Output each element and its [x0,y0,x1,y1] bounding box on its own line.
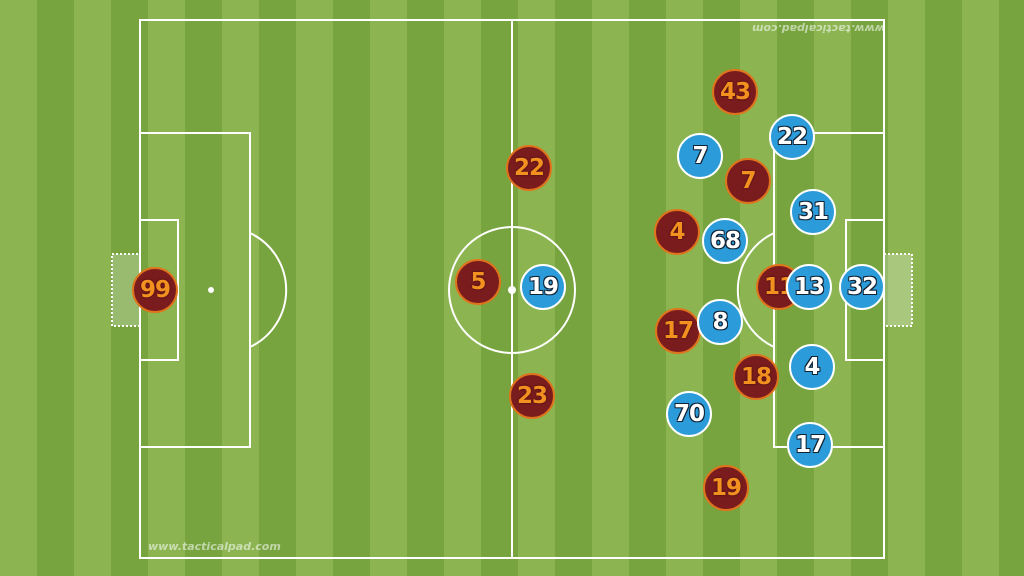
player-blue[interactable]: 68 [702,218,748,264]
player-red[interactable]: 7 [725,158,771,204]
player-red[interactable]: 5 [455,259,501,305]
player-blue[interactable]: 17 [787,422,833,468]
player-blue[interactable]: 4 [789,344,835,390]
player-red[interactable]: 4 [654,209,700,255]
player-blue[interactable]: 19 [520,264,566,310]
player-red[interactable]: 17 [655,308,701,354]
watermark-top: www.tacticalpad.com [752,22,885,35]
player-red[interactable]: 99 [132,267,178,313]
player-blue[interactable]: 13 [786,264,832,310]
player-blue[interactable]: 7 [677,133,723,179]
player-blue[interactable]: 22 [769,114,815,160]
watermark-bottom: www.tacticalpad.com [148,540,281,553]
player-blue[interactable]: 70 [666,391,712,437]
player-blue[interactable]: 8 [697,299,743,345]
player-red[interactable]: 18 [733,354,779,400]
player-red[interactable]: 22 [506,145,552,191]
player-red[interactable]: 43 [712,69,758,115]
player-blue[interactable]: 31 [790,189,836,235]
player-red[interactable]: 19 [703,465,749,511]
player-blue[interactable]: 32 [839,264,885,310]
player-red[interactable]: 23 [509,373,555,419]
